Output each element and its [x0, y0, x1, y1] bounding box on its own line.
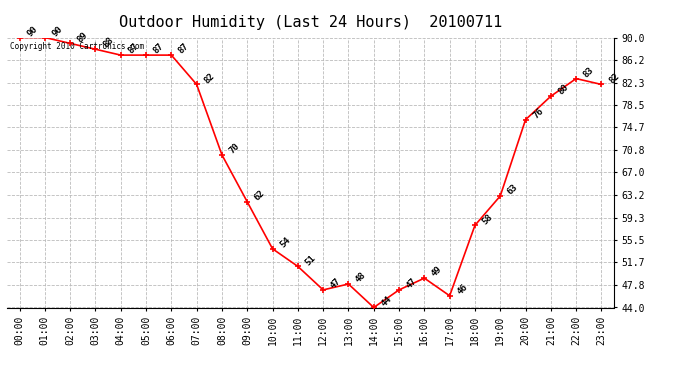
Text: 89: 89	[76, 30, 90, 44]
Text: 47: 47	[404, 276, 419, 291]
Text: 63: 63	[506, 183, 520, 196]
Text: 44: 44	[380, 294, 393, 308]
Text: 90: 90	[50, 24, 64, 38]
Text: 54: 54	[278, 236, 292, 249]
Text: 80: 80	[556, 83, 571, 97]
Text: 46: 46	[455, 282, 469, 296]
Text: 83: 83	[582, 65, 595, 79]
Text: 58: 58	[480, 212, 495, 226]
Text: 87: 87	[177, 42, 191, 56]
Text: 82: 82	[202, 71, 216, 85]
Text: 70: 70	[228, 141, 242, 156]
Text: 76: 76	[531, 106, 545, 120]
Text: 47: 47	[328, 276, 343, 291]
Text: 82: 82	[607, 71, 621, 85]
Text: 51: 51	[304, 253, 317, 267]
Text: 90: 90	[25, 24, 39, 38]
Text: 88: 88	[101, 36, 115, 50]
Text: Copyright 2010 Cartronics.com: Copyright 2010 Cartronics.com	[10, 42, 144, 51]
Text: 62: 62	[253, 189, 267, 202]
Text: Outdoor Humidity (Last 24 Hours)  20100711: Outdoor Humidity (Last 24 Hours) 2010071…	[119, 15, 502, 30]
Text: 87: 87	[152, 42, 166, 56]
Text: 48: 48	[354, 271, 368, 285]
Text: 87: 87	[126, 42, 140, 56]
Text: 49: 49	[430, 265, 444, 279]
